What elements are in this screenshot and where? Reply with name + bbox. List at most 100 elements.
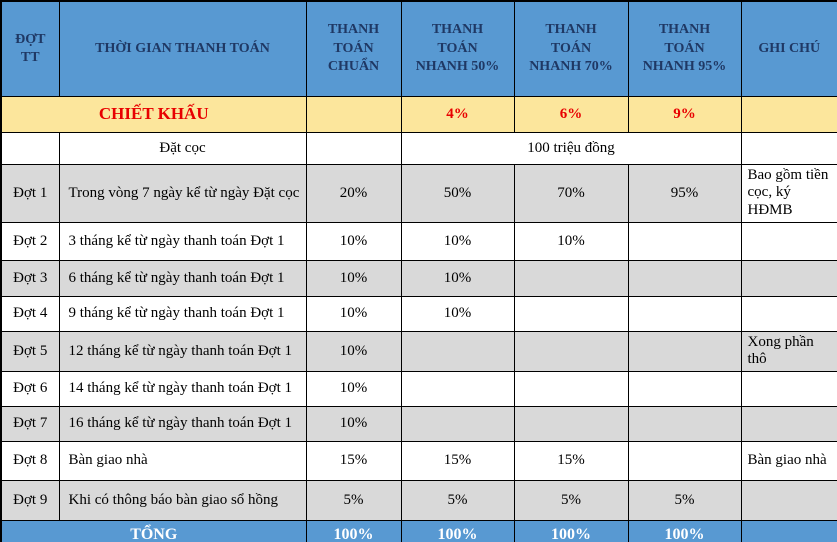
nhanh95-cell (627, 405, 742, 442)
nhanh50-cell: 15% (400, 440, 515, 481)
total-nhanh95-cell: 100% (627, 519, 742, 542)
header-nhanh-70: THANH TOÁN NHANH 70% (513, 0, 629, 97)
dot-cell: Đợt 7 (0, 405, 60, 442)
chuan-cell: 10% (305, 259, 402, 297)
note-cell: Bao gồm tiền cọc, ký HĐMB (740, 163, 837, 223)
chuan-cell: 10% (305, 221, 402, 261)
time-cell: Bàn giao nhà (58, 440, 307, 481)
total-label: TỔNG (0, 519, 307, 542)
nhanh95-cell (627, 440, 742, 481)
note-cell (740, 295, 837, 332)
total-chuan-cell: 100% (305, 519, 402, 542)
chuan-cell: 10% (305, 405, 402, 442)
body-rows: Đợt 1 Trong vòng 7 ngày kể từ ngày Đặt cọ… (0, 163, 837, 521)
deposit-note-cell (740, 131, 837, 165)
discount-nhanh95-cell: 9% (627, 95, 742, 133)
discount-chuan-cell (305, 95, 402, 133)
dot-cell: Đợt 4 (0, 295, 60, 332)
chuan-cell: 10% (305, 295, 402, 332)
time-cell: 14 tháng kể từ ngày thanh toán Đợt 1 (58, 370, 307, 407)
discount-label: CHIẾT KHẤU (0, 95, 307, 133)
nhanh50-cell: 10% (400, 259, 515, 297)
nhanh95-cell (627, 259, 742, 297)
dot-cell: Đợt 5 (0, 330, 60, 372)
nhanh95-cell (627, 295, 742, 332)
header-row: ĐỢT TT THỜI GIAN THANH TOÁN THANH TOÁN C… (0, 0, 837, 97)
table-row: Đợt 9 Khi có thông báo bàn giao sổ hồng 5%… (0, 479, 837, 521)
discount-nhanh50-cell: 4% (400, 95, 515, 133)
nhanh50-cell: 5% (400, 479, 515, 521)
time-cell: 6 tháng kể từ ngày thanh toán Đợt 1 (58, 259, 307, 297)
table-row: Đợt 7 16 tháng kể từ ngày thanh toán Đợt … (0, 405, 837, 442)
chuan-cell: 10% (305, 370, 402, 407)
nhanh95-cell (627, 221, 742, 261)
total-nhanh50-cell: 100% (400, 519, 515, 542)
nhanh70-cell (513, 259, 629, 297)
note-cell (740, 370, 837, 407)
nhanh50-cell: 10% (400, 221, 515, 261)
chuan-cell: 15% (305, 440, 402, 481)
nhanh95-cell (627, 330, 742, 372)
note-cell: Bàn giao nhà (740, 440, 837, 481)
nhanh70-cell: 5% (513, 479, 629, 521)
note-cell (740, 405, 837, 442)
nhanh70-cell (513, 295, 629, 332)
table-row: Đợt 5 12 tháng kể từ ngày thanh toán Đợt … (0, 330, 837, 372)
nhanh70-cell: 10% (513, 221, 629, 261)
nhanh70-cell (513, 405, 629, 442)
dot-cell: Đợt 9 (0, 479, 60, 521)
discount-nhanh70-cell: 6% (513, 95, 629, 133)
note-cell: Xong phần thô (740, 330, 837, 372)
note-cell (740, 479, 837, 521)
time-cell: 9 tháng kể từ ngày thanh toán Đợt 1 (58, 295, 307, 332)
header-thanh-toan-chuan: THANH TOÁN CHUẨN (305, 0, 402, 97)
nhanh95-cell (627, 370, 742, 407)
note-cell (740, 221, 837, 261)
dot-cell: Đợt 1 (0, 163, 60, 223)
time-cell: 12 tháng kể từ ngày thanh toán Đợt 1 (58, 330, 307, 372)
nhanh50-cell (400, 405, 515, 442)
header-ghi-chu: GHI CHÚ (740, 0, 837, 97)
nhanh50-cell: 10% (400, 295, 515, 332)
discount-note-cell (740, 95, 837, 133)
nhanh70-cell (513, 330, 629, 372)
nhanh50-cell (400, 370, 515, 407)
time-cell: Khi có thông báo bàn giao sổ hồng (58, 479, 307, 521)
deposit-label: Đặt cọc (58, 131, 307, 165)
dot-cell: Đợt 2 (0, 221, 60, 261)
deposit-amount: 100 triệu đồng (400, 131, 742, 165)
header-nhanh-50: THANH TOÁN NHANH 50% (400, 0, 515, 97)
time-cell: Trong vòng 7 ngày kể từ ngày Đặt cọc (58, 163, 307, 223)
deposit-chuan-cell (305, 131, 402, 165)
deposit-row: Đặt cọc 100 triệu đồng (0, 131, 837, 165)
note-cell (740, 259, 837, 297)
nhanh95-cell: 5% (627, 479, 742, 521)
nhanh70-cell (513, 370, 629, 407)
chuan-cell: 10% (305, 330, 402, 372)
total-note-cell (740, 519, 837, 542)
nhanh50-cell: 50% (400, 163, 515, 223)
header-thoi-gian: THỜI GIAN THANH TOÁN (58, 0, 307, 97)
total-nhanh70-cell: 100% (513, 519, 629, 542)
deposit-dot-cell (0, 131, 60, 165)
time-cell: 3 tháng kể từ ngày thanh toán Đợt 1 (58, 221, 307, 261)
chuan-cell: 5% (305, 479, 402, 521)
dot-cell: Đợt 8 (0, 440, 60, 481)
header-dot-tt: ĐỢT TT (0, 0, 60, 97)
nhanh50-cell (400, 330, 515, 372)
nhanh70-cell: 70% (513, 163, 629, 223)
header-nhanh-95: THANH TOÁN NHANH 95% (627, 0, 742, 97)
nhanh70-cell: 15% (513, 440, 629, 481)
table-row: Đợt 6 14 tháng kể từ ngày thanh toán Đợt … (0, 370, 837, 407)
total-row: TỔNG 100% 100% 100% 100% (0, 519, 837, 542)
dot-cell: Đợt 3 (0, 259, 60, 297)
chuan-cell: 20% (305, 163, 402, 223)
table-row: Đợt 1 Trong vòng 7 ngày kể từ ngày Đặt cọ… (0, 163, 837, 223)
table-row: Đợt 8 Bàn giao nhà 15% 15% 15% Bàn giao nhà (0, 440, 837, 481)
dot-cell: Đợt 6 (0, 370, 60, 407)
